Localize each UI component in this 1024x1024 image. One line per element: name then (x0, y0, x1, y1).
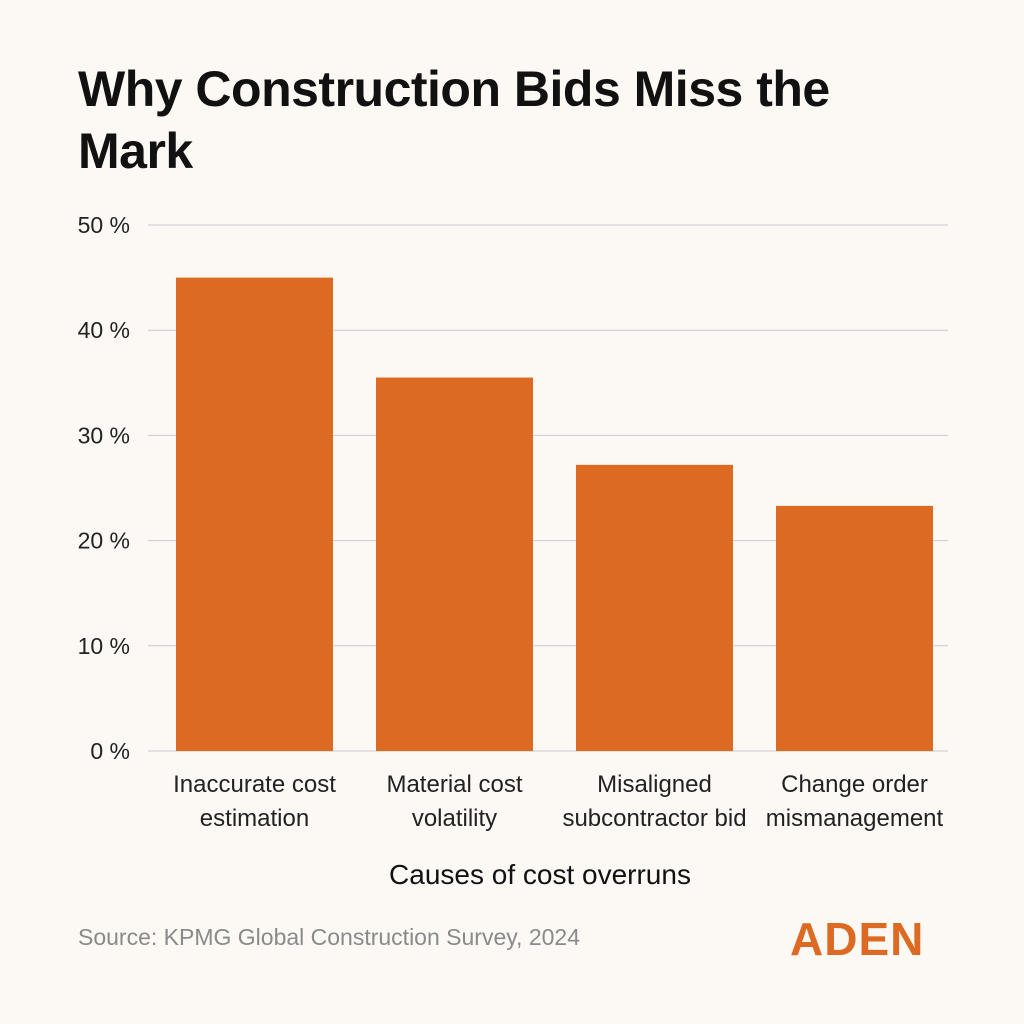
x-axis-title: Causes of cost overruns (389, 859, 691, 890)
x-tick-label-line: Inaccurate cost (173, 771, 336, 798)
bar (376, 377, 533, 751)
x-tick-label-line: estimation (200, 805, 309, 832)
brand-logo: ADEN (790, 913, 925, 965)
y-tick-label: 40 % (78, 317, 130, 343)
x-tick-label: Change order mismanagement (766, 771, 944, 832)
bar (576, 464, 733, 751)
y-tick-label: 0 % (90, 738, 130, 764)
x-tick-label: Inaccurate cost estimation (173, 771, 336, 832)
x-tick-label: Material cost volatility (386, 771, 522, 832)
chart-title: Why Construction Bids Miss the Mark (78, 61, 830, 179)
bar (776, 505, 933, 751)
y-tick-label: 10 % (78, 633, 130, 659)
bar (176, 277, 333, 751)
x-tick-label-line: Material cost (386, 771, 522, 798)
y-tick-label: 50 % (78, 212, 130, 238)
x-tick-label-line: Change order (781, 771, 928, 798)
y-tick-label: 30 % (78, 422, 130, 448)
x-tick-label-line: mismanagement (766, 805, 944, 832)
x-tick-label: Misaligned subcontractor bid (562, 771, 746, 832)
x-tick-label-line: volatility (412, 805, 497, 832)
y-tick-label: 20 % (78, 528, 130, 554)
x-tick-label-line: Misaligned (597, 771, 712, 798)
x-tick-label-line: subcontractor bid (562, 805, 746, 832)
source-note: Source: KPMG Global Construction Survey,… (78, 924, 580, 950)
